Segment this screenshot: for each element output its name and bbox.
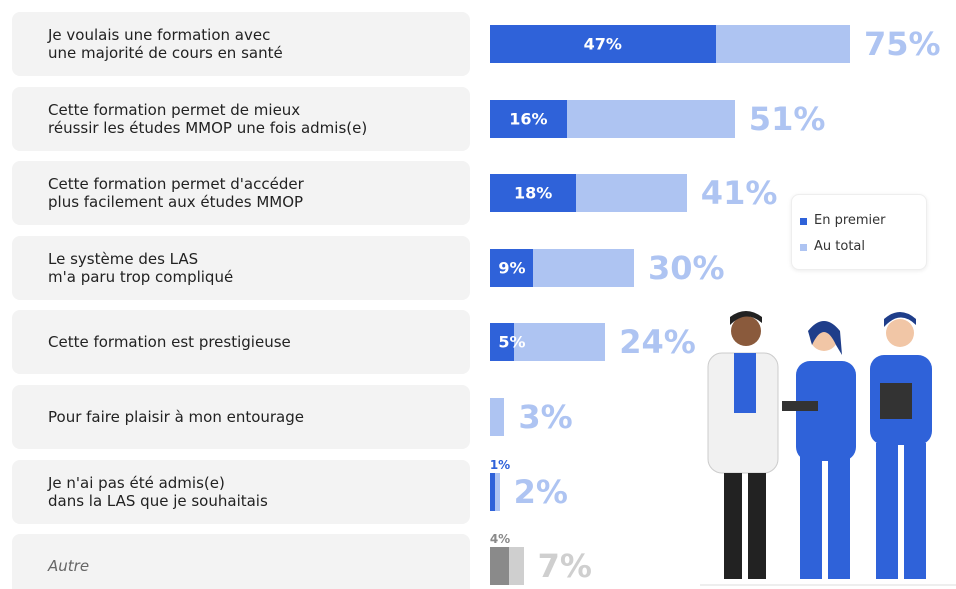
category-label: Cette formation permet d'accéder plus fa…	[48, 175, 304, 212]
legend-label: Au total	[814, 239, 865, 254]
legend-label: En premier	[814, 213, 886, 228]
total-label: 2%	[513, 472, 568, 511]
category-label: Cette formation permet de mieux réussir …	[48, 100, 368, 137]
row-box	[12, 459, 470, 524]
bar	[490, 248, 534, 287]
category-label: Le système des LAS m'a paru trop compliq…	[48, 249, 234, 286]
bar	[490, 99, 567, 138]
total-label: 75%	[864, 25, 941, 63]
first-label: 1%	[489, 457, 511, 472]
first-label: 9%	[498, 258, 526, 278]
legend: En premier Au total	[791, 194, 927, 270]
bar	[490, 472, 495, 511]
bar	[490, 398, 505, 436]
total-label: 51%	[748, 99, 826, 138]
category-label: Cette formation est prestigieuse	[48, 333, 291, 352]
bar	[490, 323, 514, 362]
row-box	[12, 385, 470, 449]
category-label: Autre	[48, 557, 90, 576]
category-label: Je voulais une formation avec une majori…	[48, 26, 283, 62]
row-box	[12, 12, 470, 76]
total-label: 3%	[518, 398, 573, 436]
row-box	[12, 235, 470, 300]
row-box	[12, 310, 470, 375]
bar	[490, 547, 510, 586]
total-label: 24%	[619, 323, 696, 362]
bar	[490, 25, 716, 63]
doctors-illustration	[700, 311, 956, 586]
total-label: 7%	[537, 547, 592, 586]
row-box	[12, 534, 470, 589]
total-label: 30%	[648, 248, 725, 287]
category-label: Pour faire plaisir à mon entourage	[48, 408, 305, 426]
first-label: 5%	[498, 332, 526, 352]
bar	[490, 472, 500, 511]
first-label: 18%	[514, 183, 553, 203]
row-box	[12, 161, 470, 226]
legend-swatch	[800, 244, 807, 251]
total-label: 41%	[700, 174, 778, 213]
first-label: 16%	[509, 109, 548, 129]
legend-swatch	[800, 218, 807, 225]
bar	[490, 174, 577, 213]
category-label: Je n'ai pas été admis(e) dans la LAS que…	[48, 473, 268, 510]
first-label: 47%	[583, 34, 622, 54]
first-label: 4%	[489, 532, 511, 547]
row-box	[12, 86, 470, 151]
